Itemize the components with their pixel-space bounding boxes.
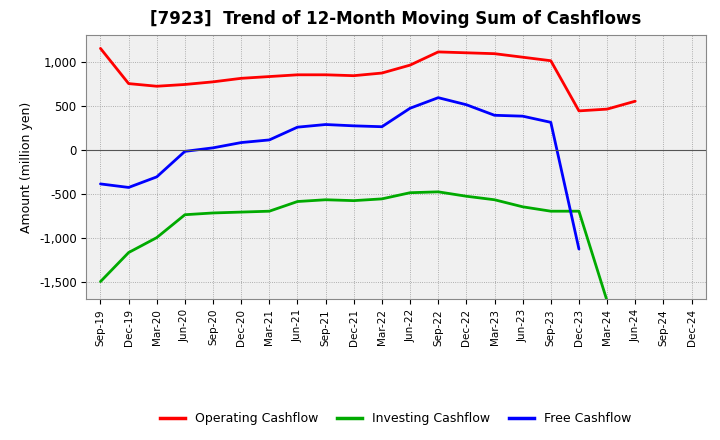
Operating Cashflow — [125, 81, 133, 86]
Investing Cashflow — [321, 197, 330, 202]
Operating Cashflow — [265, 74, 274, 79]
Free Cashflow — [181, 149, 189, 154]
Investing Cashflow — [518, 204, 527, 209]
Investing Cashflow — [575, 209, 583, 214]
Operating Cashflow — [603, 106, 611, 112]
Free Cashflow — [96, 181, 105, 187]
Investing Cashflow — [406, 190, 415, 195]
Investing Cashflow — [125, 250, 133, 255]
Free Cashflow — [153, 174, 161, 180]
Operating Cashflow — [96, 46, 105, 51]
Operating Cashflow — [575, 108, 583, 114]
Free Cashflow — [237, 140, 246, 145]
Free Cashflow — [265, 137, 274, 143]
Investing Cashflow — [153, 235, 161, 240]
Line: Free Cashflow: Free Cashflow — [101, 98, 579, 249]
Operating Cashflow — [237, 76, 246, 81]
Investing Cashflow — [265, 209, 274, 214]
Operating Cashflow — [181, 82, 189, 87]
Free Cashflow — [546, 120, 555, 125]
Free Cashflow — [209, 145, 217, 150]
Free Cashflow — [349, 123, 358, 128]
Operating Cashflow — [377, 70, 386, 76]
Free Cashflow — [575, 246, 583, 252]
Investing Cashflow — [96, 279, 105, 284]
Operating Cashflow — [631, 99, 639, 104]
Y-axis label: Amount (million yen): Amount (million yen) — [20, 102, 33, 233]
Free Cashflow — [490, 113, 499, 118]
Free Cashflow — [434, 95, 443, 100]
Free Cashflow — [406, 106, 415, 111]
Free Cashflow — [377, 124, 386, 129]
Free Cashflow — [293, 125, 302, 130]
Legend: Operating Cashflow, Investing Cashflow, Free Cashflow: Operating Cashflow, Investing Cashflow, … — [156, 407, 636, 430]
Operating Cashflow — [153, 84, 161, 89]
Operating Cashflow — [462, 50, 471, 55]
Operating Cashflow — [546, 58, 555, 63]
Operating Cashflow — [518, 55, 527, 60]
Free Cashflow — [321, 122, 330, 127]
Free Cashflow — [462, 102, 471, 107]
Free Cashflow — [125, 185, 133, 190]
Operating Cashflow — [406, 62, 415, 68]
Operating Cashflow — [349, 73, 358, 78]
Investing Cashflow — [293, 199, 302, 204]
Investing Cashflow — [434, 189, 443, 194]
Investing Cashflow — [349, 198, 358, 203]
Title: [7923]  Trend of 12-Month Moving Sum of Cashflows: [7923] Trend of 12-Month Moving Sum of C… — [150, 10, 642, 28]
Investing Cashflow — [462, 194, 471, 199]
Investing Cashflow — [209, 210, 217, 216]
Operating Cashflow — [209, 79, 217, 84]
Investing Cashflow — [546, 209, 555, 214]
Investing Cashflow — [490, 197, 499, 202]
Operating Cashflow — [434, 49, 443, 55]
Operating Cashflow — [321, 72, 330, 77]
Operating Cashflow — [490, 51, 499, 56]
Investing Cashflow — [377, 196, 386, 202]
Line: Investing Cashflow: Investing Cashflow — [101, 192, 607, 301]
Investing Cashflow — [181, 212, 189, 217]
Free Cashflow — [518, 114, 527, 119]
Operating Cashflow — [293, 72, 302, 77]
Investing Cashflow — [603, 298, 611, 304]
Line: Operating Cashflow: Operating Cashflow — [101, 48, 635, 111]
Investing Cashflow — [237, 209, 246, 215]
